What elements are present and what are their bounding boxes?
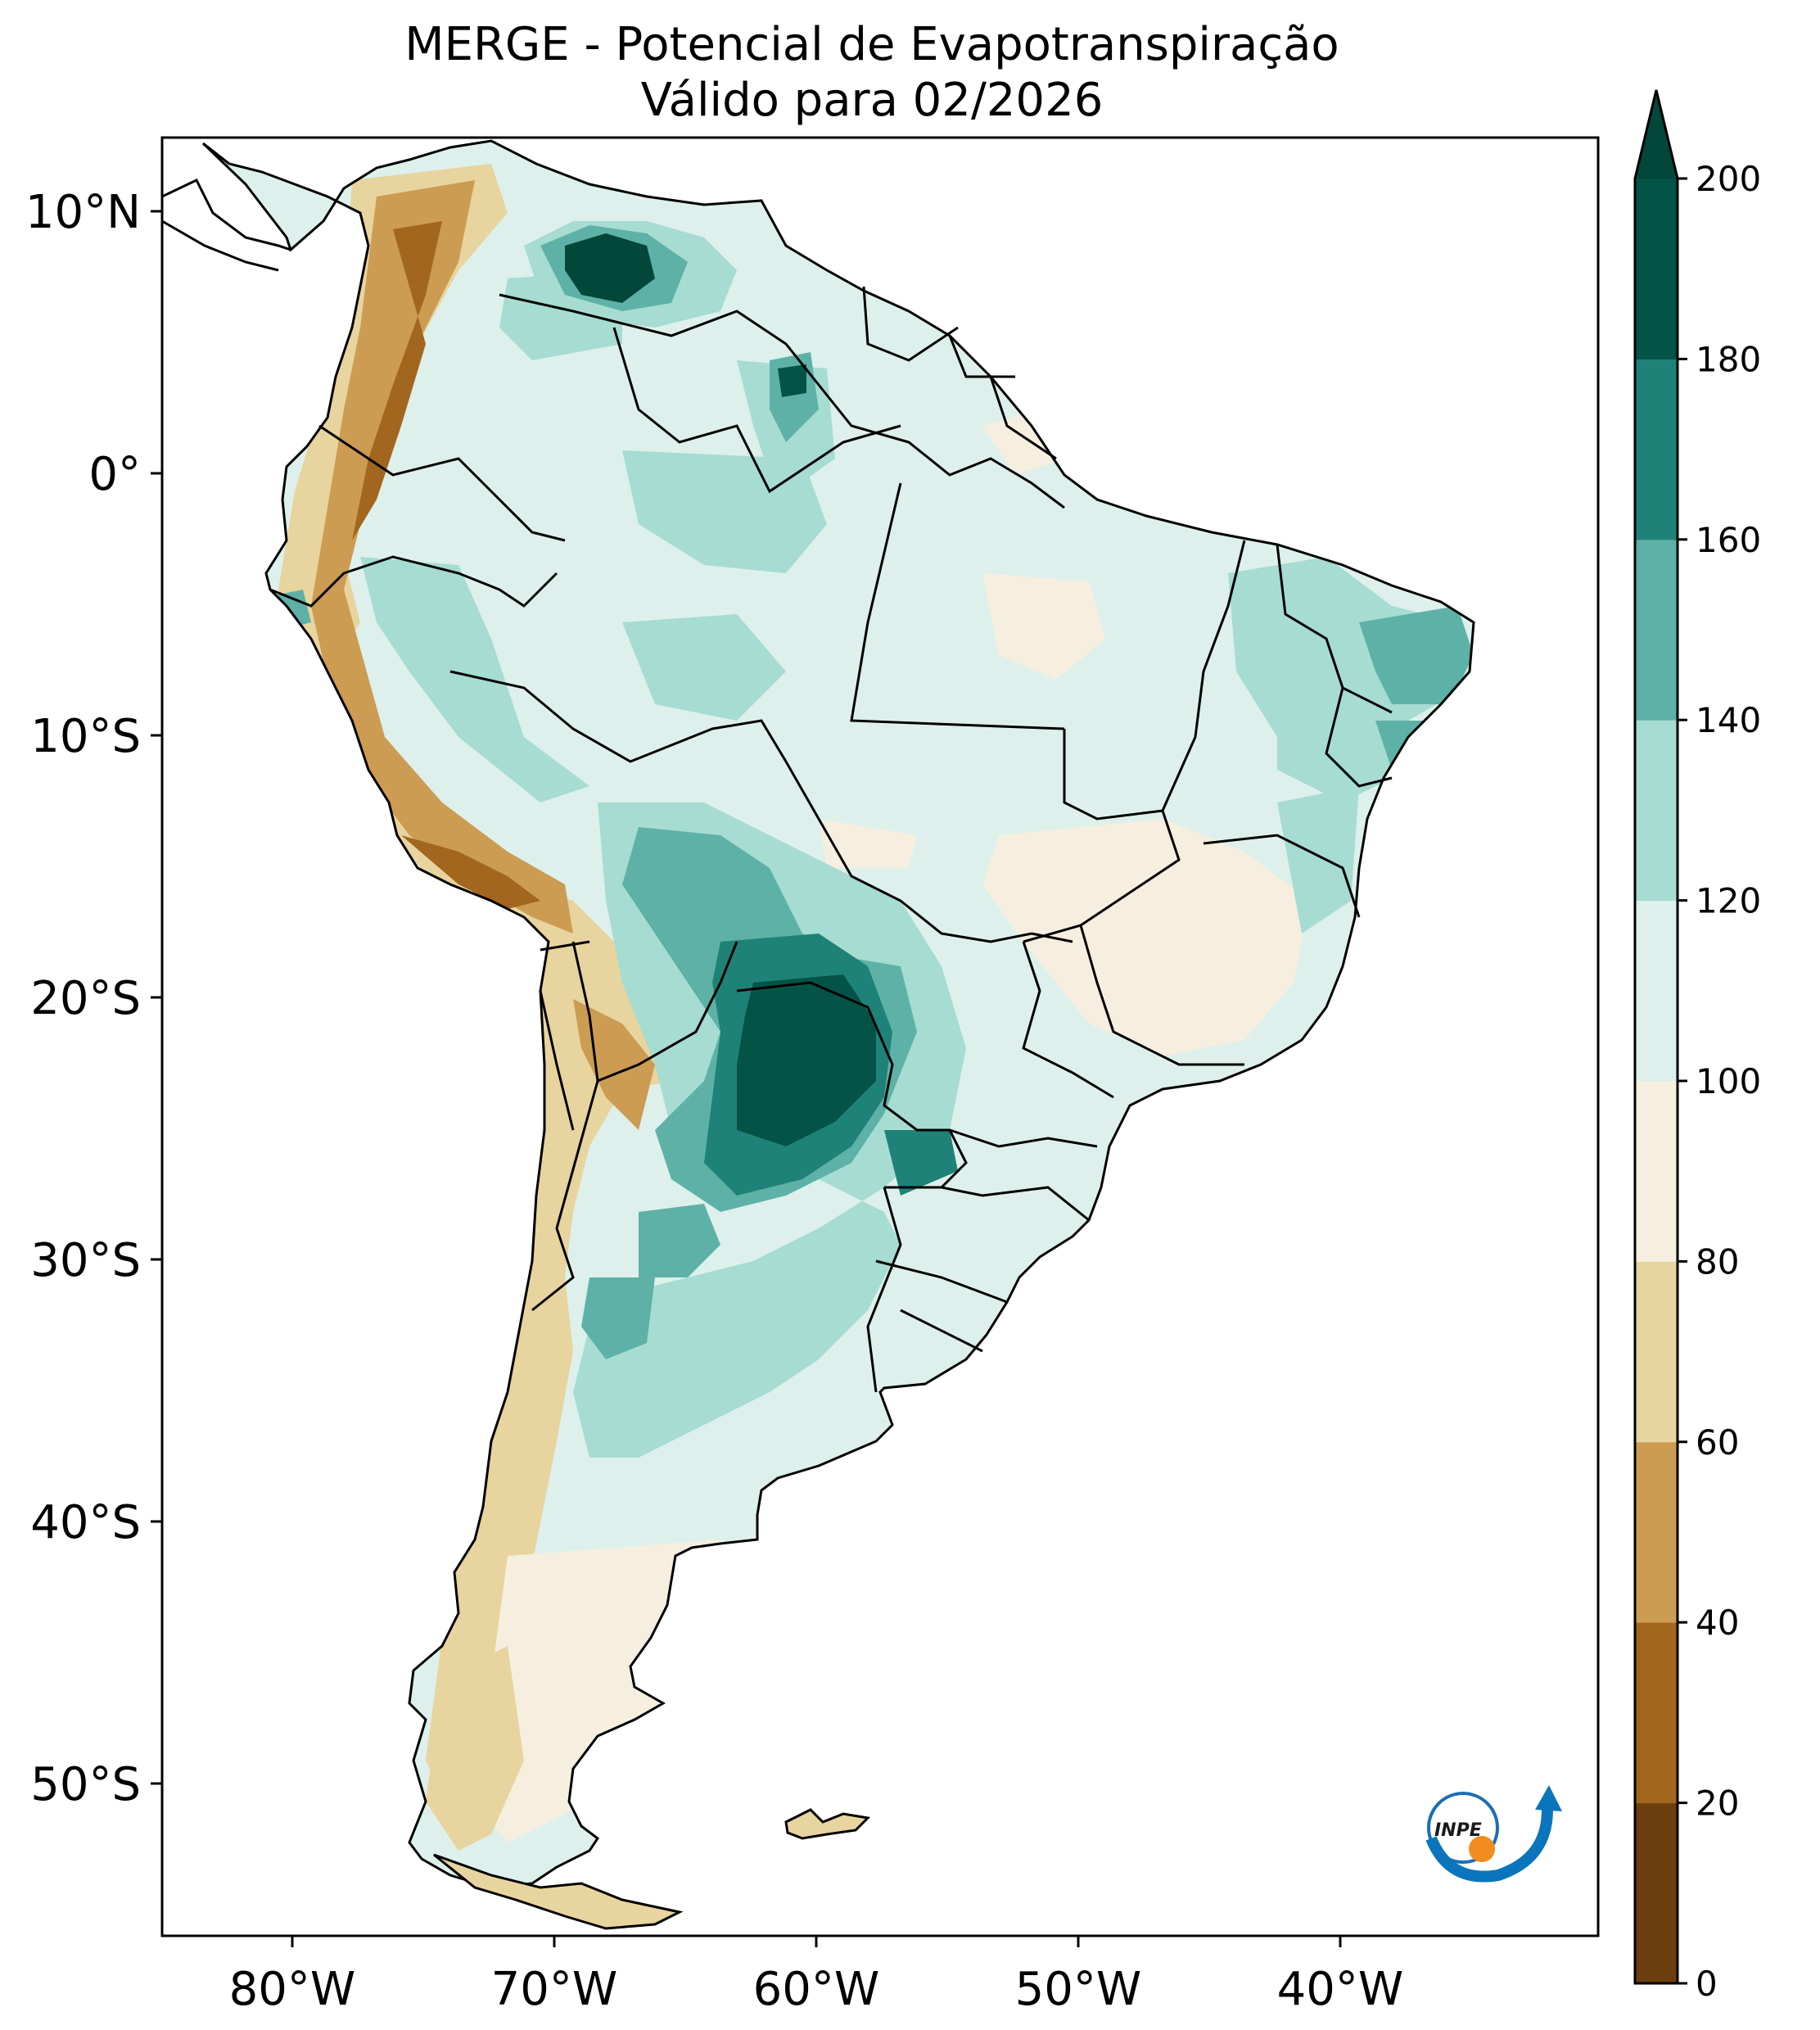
falkland-islands: [784, 1808, 871, 1840]
map-frame: [160, 136, 1600, 1937]
lon-tick-label: 50°W: [1015, 1963, 1142, 2016]
lat-tick-label: 20°S: [30, 972, 141, 1025]
central-america-coastline-south: [162, 219, 279, 272]
colorbar-tick-label: 140: [1696, 700, 1761, 740]
colorbar-segment: [1635, 1081, 1678, 1262]
lon-tick-label: 40°W: [1277, 1963, 1404, 2016]
colorbar-tick-label: 200: [1696, 159, 1761, 199]
lat-tick-label: 50°S: [30, 1758, 141, 1811]
tierra-del-fuego: [433, 1853, 684, 1930]
political-borders: [269, 286, 1393, 1393]
colorbar-tick-label: 20: [1696, 1784, 1739, 1824]
colorbar-tick-label: 160: [1696, 520, 1761, 560]
inpe-logo: INPE: [1425, 1785, 1562, 1883]
colorbar-tick-label: 40: [1696, 1603, 1739, 1643]
colorbar-tick-label: 120: [1696, 881, 1761, 921]
colorbar-extend-arrow: [1635, 90, 1678, 179]
colorbar-segment: [1635, 179, 1678, 359]
latitude-axis: 10°N 0° 10°S 20°S 30°S 40°S 50°S: [25, 186, 162, 1811]
continent-coastline: [201, 139, 1475, 1889]
lat-tick-label: 10°N: [25, 186, 141, 239]
colorbar: 0 20 40 60 80 100 120 140 160 180 200: [1633, 89, 1761, 2004]
colorbar-segment: [1635, 900, 1678, 1082]
colorbar-tick-label: 100: [1696, 1061, 1761, 1101]
colorbar-segment: [1635, 720, 1678, 902]
colorbar-segment: [1635, 1622, 1678, 1804]
colorbar-segment: [1635, 1802, 1678, 1984]
colorbar-segment: [1635, 359, 1678, 540]
longitude-axis: 80°W 70°W 60°W 50°W 40°W: [229, 1936, 1404, 2016]
colorbar-segment: [1635, 539, 1678, 721]
lat-tick-label: 30°S: [30, 1234, 141, 1287]
colorbar-outline: [1633, 89, 1679, 1985]
lat-tick-label: 0°: [88, 448, 141, 501]
colorbar-tick-label: 60: [1696, 1422, 1739, 1463]
colorbar-segment: [1635, 1261, 1678, 1443]
lon-tick-label: 80°W: [229, 1963, 356, 2016]
lon-tick-label: 60°W: [753, 1963, 880, 2016]
lat-tick-label: 40°S: [30, 1496, 141, 1549]
central-america-coastline: [162, 179, 291, 251]
colorbar-tick-label: 180: [1696, 339, 1761, 379]
map-title: MERGE - Potencial de Evapotranspiração: [404, 18, 1339, 71]
colorbar-tick-label: 80: [1696, 1241, 1739, 1282]
lat-tick-label: 10°S: [30, 710, 141, 763]
colorbar-segment: [1635, 1441, 1678, 1623]
lon-tick-label: 70°W: [491, 1963, 618, 2016]
colorbar-tick-label: 0: [1696, 1964, 1718, 2004]
inpe-logo-text: INPE: [1434, 1820, 1482, 1841]
map-subtitle: Válido para 02/2026: [640, 74, 1104, 127]
